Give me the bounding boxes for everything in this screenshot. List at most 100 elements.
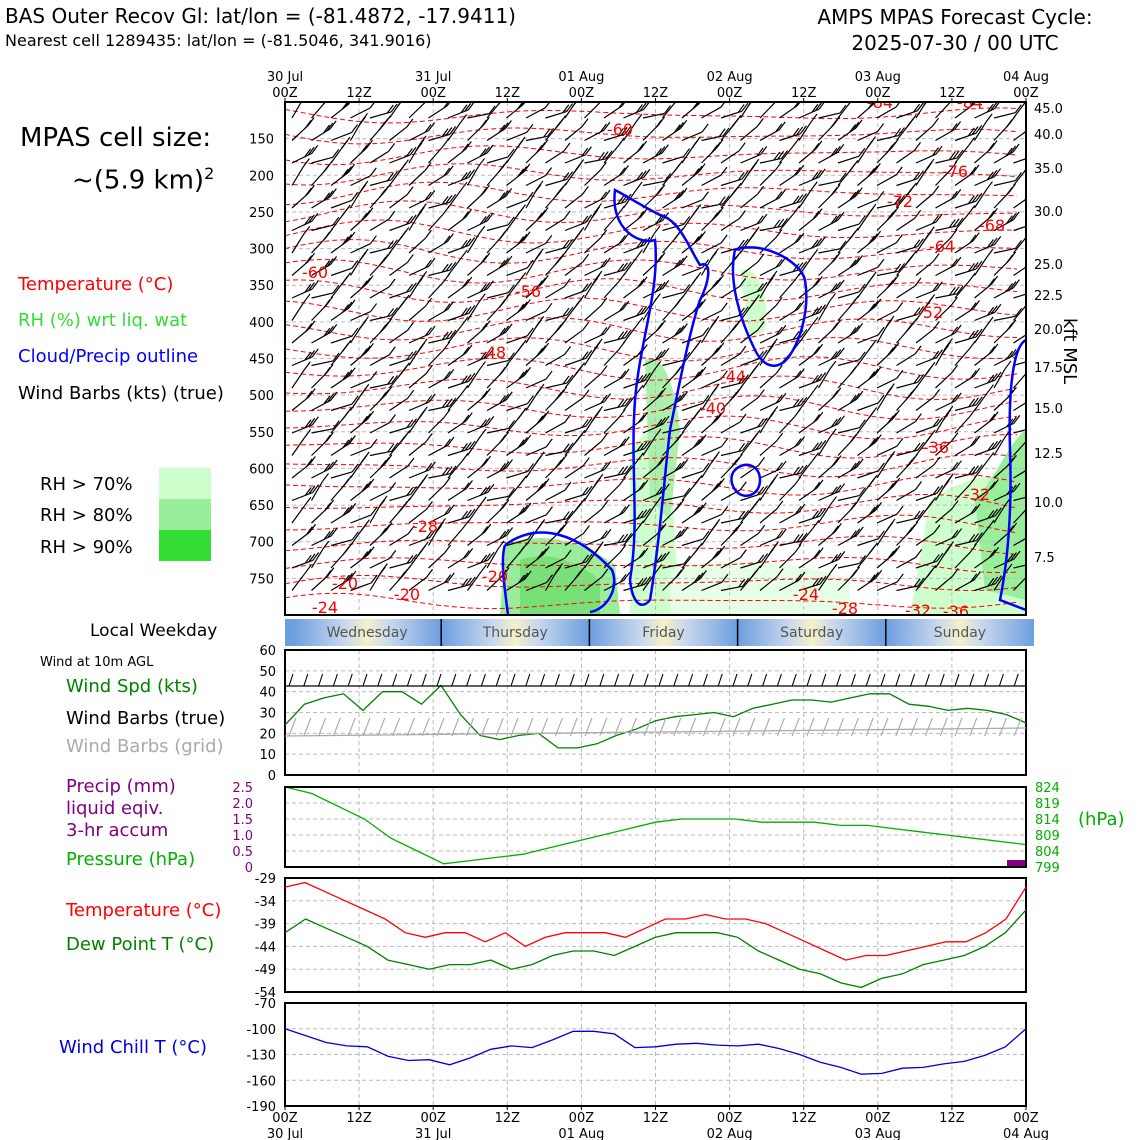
wind-barb-flag	[775, 229, 783, 239]
wind-barb	[525, 207, 549, 231]
wind-barb	[701, 195, 730, 209]
wind-barb-flag	[517, 546, 525, 555]
wind-barb	[681, 394, 710, 412]
wind-barb	[681, 271, 702, 299]
wind-barb-flag	[810, 113, 818, 123]
wind-barb-staff	[291, 234, 305, 254]
temperature-contour-label: -76	[942, 162, 968, 181]
top-hour-label: 00Z	[569, 86, 595, 101]
wind-barb-flag	[905, 391, 913, 401]
wind-barb	[369, 251, 392, 276]
wind-barb	[935, 256, 962, 277]
wind-barb-flag	[484, 455, 492, 465]
wind-barb	[935, 102, 952, 119]
wind-barb-flag	[674, 327, 682, 337]
wind-barb-staff	[857, 198, 878, 209]
wind-barb-flag	[702, 394, 710, 404]
wind-barb-flag	[618, 408, 626, 418]
wind-barb-flag	[564, 481, 572, 491]
wind-barb-staff	[389, 329, 408, 344]
wind-barb-flag	[950, 229, 958, 238]
wind-barb	[545, 386, 568, 411]
wind-barb-flag	[619, 370, 627, 380]
wind-barb	[623, 140, 648, 164]
wind-barb-flag	[838, 483, 846, 492]
wind-barb	[428, 465, 457, 479]
wind-barb-flag	[311, 416, 319, 426]
wind-barb-staff	[564, 193, 583, 209]
wind-barb-flag	[699, 570, 707, 579]
wind-barb	[935, 392, 962, 412]
temperature-contour-label: -36	[943, 602, 969, 621]
wind-barb	[857, 434, 882, 456]
wind-barb-flag	[449, 193, 457, 203]
wind-speed-tick-label: 30	[259, 707, 276, 722]
wind-barb-flag	[681, 526, 689, 536]
wind-barb	[857, 407, 878, 434]
wind-barb	[330, 543, 353, 569]
wind-barb	[974, 519, 995, 546]
wind-barb	[369, 210, 396, 232]
wind-barb-flag	[796, 126, 804, 136]
wind-barb-flag	[991, 576, 999, 586]
surface-barb-true	[466, 673, 472, 687]
wind-barb-flag	[600, 462, 608, 472]
wind-barb-flag	[562, 172, 570, 181]
wind-barb-flag	[767, 480, 775, 490]
wind-barb-flag	[1012, 143, 1020, 153]
wind-barb-flag	[543, 128, 551, 138]
wind-barb	[428, 409, 451, 434]
wind-barb-staff	[525, 514, 547, 524]
wind-barb	[798, 547, 824, 569]
wind-barb-staff	[584, 508, 602, 524]
wind-barb-flag	[701, 123, 709, 133]
wind-barb-flag	[868, 506, 876, 516]
wind-barb	[428, 368, 455, 389]
wind-barb	[408, 162, 432, 186]
wind-barb-staff	[603, 484, 620, 501]
wind-barb	[740, 226, 760, 254]
wind-barb	[447, 169, 476, 187]
wind-barb-flag	[739, 277, 747, 287]
wind-barb-flag	[566, 374, 574, 384]
wind-barb-flag	[541, 207, 549, 216]
wind-barb-flag	[605, 150, 613, 160]
wind-barb-flag	[441, 466, 449, 476]
wind-barb-flag	[695, 165, 703, 175]
wind-barb	[876, 450, 896, 479]
wind-barb-flag	[562, 104, 570, 114]
wind-barb-flag	[916, 102, 924, 112]
wind-barb-flag	[600, 297, 608, 307]
wind-barb-staff	[466, 166, 480, 186]
wind-barb-flag	[972, 465, 979, 474]
wind-barb-flag	[1012, 211, 1020, 221]
wind-barb-flag	[504, 120, 512, 129]
wind-barb-flag	[359, 251, 367, 261]
surface-barb-true	[525, 673, 531, 687]
surface-barb-true	[643, 673, 649, 687]
wind-barb-flag	[720, 102, 726, 108]
wind-barb-flag	[363, 277, 371, 287]
wind-barb-staff	[857, 538, 879, 547]
wind-barb-flag	[425, 297, 433, 307]
legend-dewpoint: Dew Point T (°C)	[66, 934, 215, 955]
wind-barb-flag	[410, 418, 418, 427]
wind-barb-staff	[662, 223, 684, 232]
wind-barb-flag	[499, 530, 507, 540]
wind-barb-flag	[914, 277, 922, 287]
wind-barb-flag	[942, 412, 950, 422]
wind-barb-flag	[378, 121, 386, 131]
wind-speed-frame	[284, 649, 1027, 776]
wind-barb-flag	[913, 239, 921, 249]
wind-barb-flag	[547, 127, 555, 137]
temperature-tick-label: -44	[255, 940, 276, 955]
surface-barb-true	[791, 673, 797, 687]
wind-barb	[662, 160, 684, 186]
wind-barb-staff	[681, 334, 703, 344]
wind-barb-flag	[661, 144, 669, 154]
wind-barb	[642, 496, 662, 524]
wind-barb	[701, 166, 728, 187]
wind-barb-flag	[905, 459, 913, 469]
wind-barb	[974, 140, 998, 164]
